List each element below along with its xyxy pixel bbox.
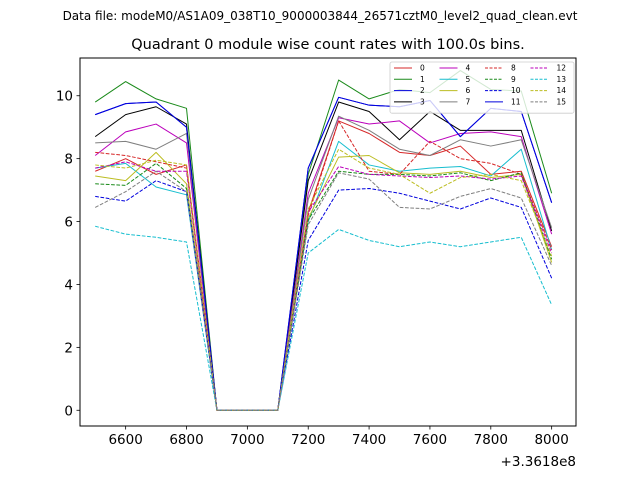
legend-label-10: 10 bbox=[511, 86, 521, 95]
y-tick-label: 0 bbox=[64, 403, 73, 419]
y-tick-label: 6 bbox=[64, 215, 73, 231]
legend-label-5: 5 bbox=[466, 75, 471, 84]
legend-label-12: 12 bbox=[557, 64, 567, 73]
x-tick-label: 7400 bbox=[352, 432, 386, 448]
plot-area: 6600 6800 7000 7200 7400 7600 7800 8000 0246810… bbox=[56, 57, 577, 470]
series-line-7 bbox=[95, 115, 553, 411]
legend-label-4: 4 bbox=[466, 64, 471, 73]
series-line-4 bbox=[94, 117, 553, 411]
x-tick-label: 7000 bbox=[230, 432, 264, 448]
legend-label-9: 9 bbox=[511, 75, 516, 84]
legend-label-2: 2 bbox=[420, 86, 425, 95]
x-tick-label: 6800 bbox=[169, 432, 203, 448]
x-axis-offset-label: +3.3618e8 bbox=[501, 454, 576, 470]
legend-label-15: 15 bbox=[557, 97, 567, 106]
series-line-8 bbox=[95, 120, 553, 411]
x-tick-label: 8000 bbox=[534, 432, 568, 448]
legend-label-7: 7 bbox=[466, 97, 471, 106]
y-tick-label: 2 bbox=[64, 340, 73, 356]
series-line-10 bbox=[95, 180, 553, 411]
x-tick-label: 7600 bbox=[413, 432, 447, 448]
y-axis: 0 2 4 6 8 10 bbox=[56, 89, 80, 419]
legend-label-14: 14 bbox=[557, 86, 567, 95]
series-line-5 bbox=[95, 140, 553, 411]
series-line-9 bbox=[95, 162, 553, 411]
series-line-3 bbox=[94, 101, 553, 411]
series-layer bbox=[94, 70, 553, 411]
x-tick-label: 7200 bbox=[291, 432, 325, 448]
series-line-15 bbox=[94, 170, 553, 411]
x-axis: 6600 6800 7000 7200 7400 7600 7800 8000 bbox=[108, 426, 569, 448]
legend-label-1: 1 bbox=[420, 75, 425, 84]
series-line-0 bbox=[95, 120, 553, 411]
legend-label-6: 6 bbox=[466, 86, 471, 95]
axes-frame bbox=[79, 57, 577, 427]
y-tick-label: 4 bbox=[64, 277, 73, 293]
legend-label-0: 0 bbox=[420, 64, 425, 73]
legend-label-11: 11 bbox=[511, 97, 521, 106]
x-tick-label: 6600 bbox=[108, 432, 142, 448]
figure-suptitle: Data file: modeM0/AS1A09_038T10_90000038… bbox=[63, 9, 578, 23]
chart-title: Quadrant 0 module wise count rates with … bbox=[131, 37, 525, 53]
series-line-11 bbox=[95, 96, 553, 411]
series-line-13 bbox=[95, 225, 553, 411]
series-line-12 bbox=[95, 161, 553, 411]
series-line-14 bbox=[95, 148, 553, 411]
series-line-6 bbox=[95, 151, 553, 411]
legend-label-13: 13 bbox=[557, 75, 567, 84]
legend-frame bbox=[389, 61, 575, 114]
x-tick-label: 7800 bbox=[474, 432, 508, 448]
legend-label-3: 3 bbox=[420, 97, 425, 106]
legend-label-8: 8 bbox=[511, 64, 516, 73]
y-tick-label: 10 bbox=[56, 89, 73, 105]
y-tick-label: 8 bbox=[64, 152, 73, 168]
